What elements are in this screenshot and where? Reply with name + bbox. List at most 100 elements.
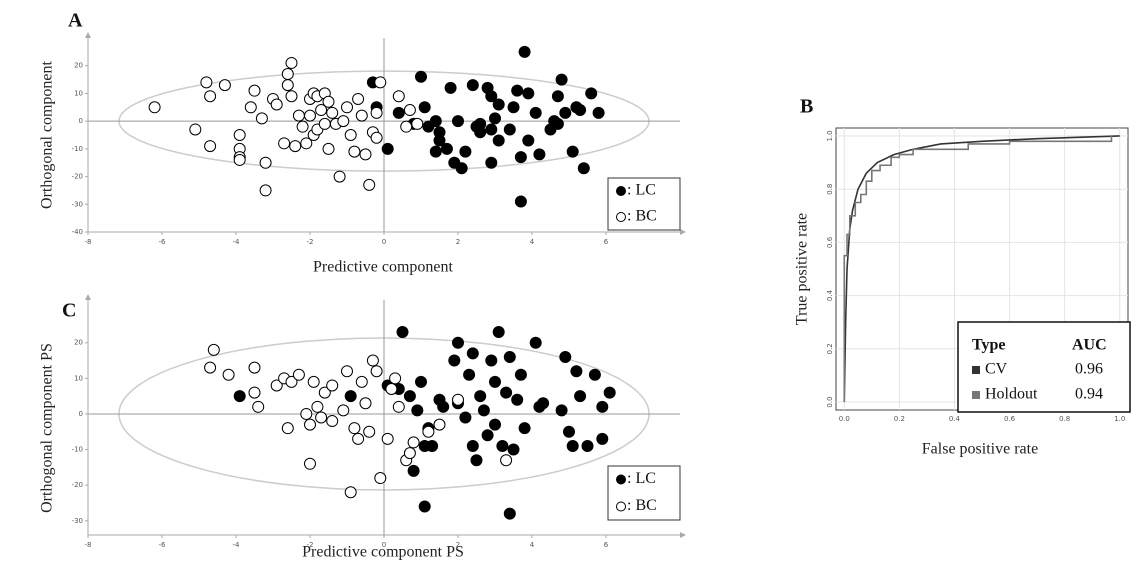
legend-label: : BC	[627, 497, 657, 514]
point	[207, 343, 220, 356]
point	[289, 140, 302, 153]
point	[518, 422, 531, 435]
point	[285, 375, 298, 388]
y-tick-label: -10	[72, 145, 83, 153]
panel-label: C	[62, 300, 76, 322]
point	[292, 368, 305, 381]
point	[581, 439, 594, 452]
point	[514, 368, 527, 381]
x-tick-label: 0	[382, 238, 386, 246]
point	[355, 109, 368, 122]
point	[252, 400, 265, 413]
point	[485, 90, 498, 103]
point	[485, 156, 498, 169]
y-tick-label: -20	[72, 173, 83, 181]
point	[370, 106, 383, 119]
x-tick-label: -4	[233, 541, 241, 549]
point	[281, 422, 294, 435]
point	[529, 336, 542, 349]
y-tick-label: 0.2	[826, 343, 834, 354]
x-tick-label: 2	[456, 238, 460, 246]
y-tick-label: -10	[72, 446, 83, 454]
point	[507, 443, 520, 456]
point	[452, 115, 464, 128]
roc-curve	[843, 135, 1120, 403]
y-tick-label: 0	[79, 117, 83, 125]
point	[292, 109, 305, 122]
y-tick-label: -20	[72, 481, 83, 489]
point	[344, 129, 357, 141]
point	[500, 386, 513, 399]
point	[511, 84, 524, 97]
point	[326, 415, 339, 428]
point	[500, 454, 513, 467]
legend-header: Type	[972, 337, 1005, 354]
y-axis-label: Orthogonal component PS	[39, 343, 56, 513]
point	[389, 372, 402, 385]
point	[326, 106, 339, 119]
point	[418, 101, 431, 114]
point	[551, 117, 564, 130]
y-tick-label: 20	[74, 62, 83, 70]
y-tick-label: 0.0	[826, 396, 834, 407]
x-tick-label: 0	[382, 541, 386, 549]
x-tick-label: 6	[604, 541, 609, 549]
legend-auc: 0.96	[1075, 361, 1103, 378]
point	[603, 386, 616, 399]
point	[344, 486, 357, 499]
point	[318, 117, 331, 130]
point	[537, 397, 550, 410]
y-tick-label: 0.6	[826, 236, 834, 248]
x-tick-label: -8	[85, 238, 92, 246]
legend-marker	[972, 366, 980, 374]
point	[244, 101, 257, 114]
point	[466, 439, 479, 452]
point	[411, 117, 424, 130]
axis-arrow	[85, 294, 91, 300]
point	[333, 170, 346, 183]
legend-box	[957, 321, 1131, 413]
x-tick-label: 0.0	[839, 415, 850, 423]
point	[429, 115, 442, 128]
point	[392, 90, 405, 103]
point	[189, 123, 202, 136]
point	[233, 129, 246, 141]
y-tick-label: 10	[74, 89, 83, 97]
point	[422, 425, 435, 438]
x-tick-label: -4	[233, 238, 241, 246]
point	[370, 365, 383, 378]
point	[522, 87, 535, 100]
point	[392, 400, 405, 413]
point	[477, 404, 490, 417]
point	[270, 98, 283, 111]
point	[355, 375, 368, 388]
point	[285, 56, 298, 69]
point	[270, 379, 283, 392]
panel-label: A	[68, 10, 83, 32]
point	[315, 104, 328, 117]
point	[300, 137, 313, 150]
x-tick-label: 4	[530, 238, 535, 246]
point	[204, 140, 217, 153]
point	[433, 418, 446, 431]
point	[474, 126, 487, 139]
point	[481, 429, 494, 442]
point	[248, 361, 261, 374]
point	[444, 81, 457, 94]
legend-marker	[616, 212, 626, 222]
point	[463, 368, 476, 381]
point	[403, 447, 416, 460]
x-tick-label: 0.6	[1004, 415, 1016, 423]
point	[370, 131, 383, 144]
point	[344, 390, 357, 403]
point	[337, 115, 350, 128]
point	[374, 76, 387, 89]
point	[596, 432, 609, 445]
point	[352, 432, 365, 445]
legend-marker	[616, 186, 626, 196]
point	[315, 411, 328, 424]
legend-label: Holdout	[985, 386, 1038, 403]
y-tick-label: 1.0	[826, 130, 834, 141]
legend-label: : LC	[627, 182, 656, 199]
